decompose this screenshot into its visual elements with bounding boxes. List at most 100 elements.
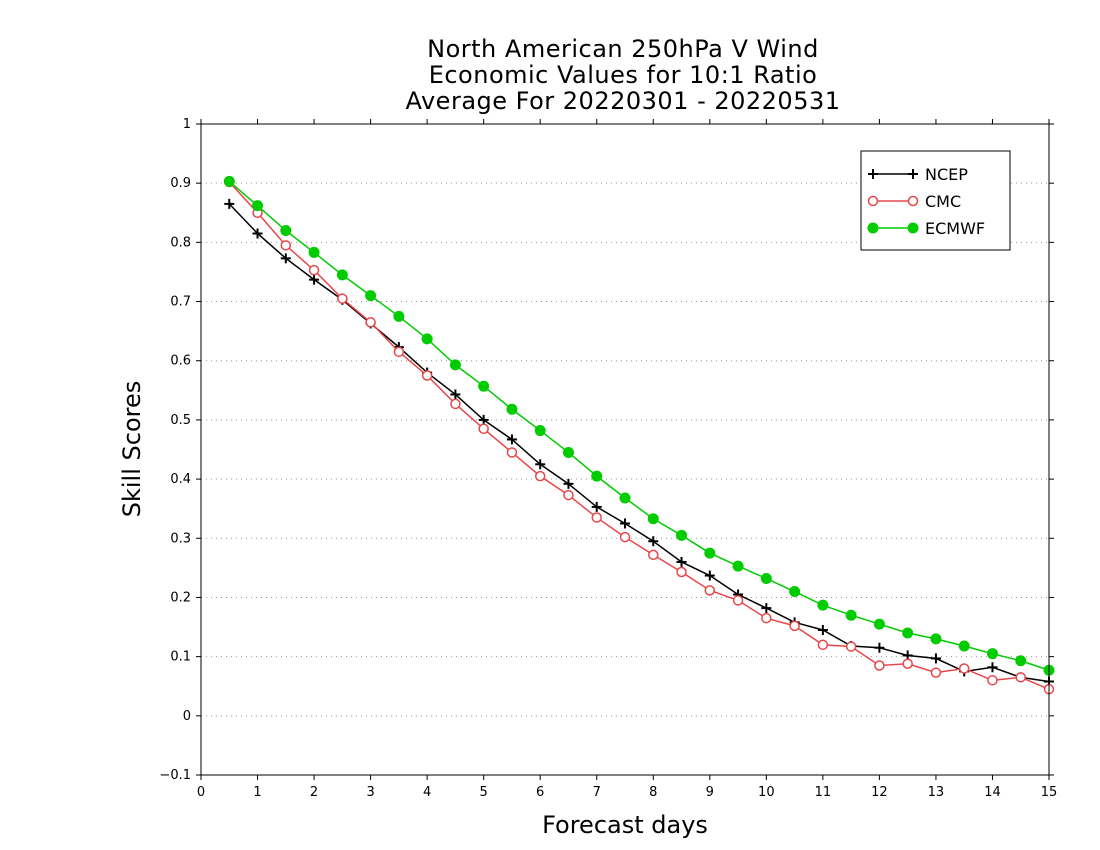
cmc-point [337, 293, 348, 304]
ncep-point [648, 536, 659, 547]
x-tick-label: 13 [928, 785, 945, 800]
y-tick-label: 1 [183, 117, 191, 132]
x-tick-label: 2 [310, 785, 318, 800]
x-tick-label: 11 [815, 785, 832, 800]
cmc-point [506, 447, 518, 458]
x-tick-label: 15 [1041, 785, 1058, 800]
x-tick-label: 0 [197, 785, 205, 800]
cmc-point [308, 264, 320, 276]
ecmwf-point [873, 618, 885, 630]
legend-label: NCEP [925, 165, 968, 184]
cmc-point [987, 675, 998, 686]
cmc-point [1015, 672, 1026, 683]
ecmwf-point [760, 573, 772, 585]
y-tick-label: 0.5 [170, 413, 191, 428]
y-tick-label: 0.4 [170, 472, 191, 487]
ecmwf-point [986, 648, 998, 660]
ncep-point [535, 459, 546, 470]
ncep-point [874, 642, 885, 653]
cmc-point [534, 470, 546, 482]
cmc-point [619, 531, 631, 543]
ecmwf-point [676, 529, 688, 541]
ecmwf-point [280, 225, 292, 237]
ecmwf-point [817, 599, 829, 611]
x-tick-label: 14 [984, 785, 1001, 800]
legend-item-ncep: NCEP [868, 165, 968, 184]
ecmwf-point [478, 380, 490, 392]
plot-frame [200, 123, 1050, 776]
cmc-point [930, 667, 942, 678]
legend-item-ecmwf: ECMWF [867, 219, 985, 238]
legend-item-cmc: CMC [867, 192, 961, 211]
y-tick-label: 0 [183, 709, 191, 724]
ecmwf-point [534, 425, 546, 437]
cmc-point [874, 660, 885, 671]
ecmwf-point [336, 269, 348, 281]
x-tick-label: 7 [593, 785, 601, 800]
cmc-point [732, 595, 744, 606]
ecmwf-point [506, 403, 518, 415]
cmc-line [228, 181, 1050, 690]
ecmwf-point [704, 547, 716, 559]
cmc-point [478, 423, 489, 435]
ecmwf-point [252, 200, 264, 212]
series-layer [223, 175, 1055, 695]
cmc-point [591, 512, 602, 523]
ncep-point [930, 653, 941, 664]
cmc-point [648, 549, 659, 561]
ecmwf-point [647, 513, 659, 525]
cmc-point [789, 620, 800, 632]
cmc-point [902, 658, 913, 669]
x-tick-label: 3 [366, 785, 374, 800]
x-tick-label: 6 [536, 785, 544, 800]
cmc-point [761, 612, 772, 624]
x-axis-ticks: 0 1 2 3 4 5 6 7 8 9 10 11 12 13 14 15 [197, 119, 1057, 800]
x-tick-label: 8 [649, 785, 657, 800]
ecmwf-point [591, 470, 603, 482]
ncep-point [478, 414, 489, 425]
cmc-point [421, 370, 433, 381]
legend: NCEP CMC ECMWF [860, 150, 1011, 251]
series-ecmwf [223, 175, 1055, 676]
x-tick-label: 4 [423, 785, 431, 800]
series-cmc [224, 176, 1055, 695]
ecmwf-point [308, 246, 320, 258]
ncep-point [591, 501, 602, 512]
ncep-point [817, 625, 828, 636]
y-tick-label: 0.3 [170, 531, 191, 546]
x-tick-label: 12 [871, 785, 888, 800]
y-tick-label: 0.1 [170, 650, 191, 665]
y-tick-label: 0.8 [170, 235, 191, 250]
ecmwf-point [421, 333, 433, 345]
cmc-point [958, 663, 970, 674]
ncep-line [228, 203, 1050, 683]
ncep-point [761, 603, 772, 614]
x-axis-title: Forecast days [542, 811, 708, 839]
legend-marker [908, 169, 918, 179]
cmc-point [563, 489, 574, 501]
y-tick-label: −0.1 [159, 768, 191, 783]
y-tick-label: 0.6 [170, 354, 191, 369]
ncep-point [252, 228, 263, 239]
ncep-point [280, 253, 291, 264]
legend-label: ECMWF [925, 219, 985, 238]
cmc-point [817, 639, 829, 651]
chart-title-line-2: Economic Values for 10:1 Ratio [428, 61, 818, 89]
ncep-point [620, 518, 630, 529]
legend-marker [867, 222, 879, 234]
ecmwf-point [365, 290, 377, 302]
ecmwf-point [845, 609, 857, 621]
cmc-point [704, 585, 716, 596]
x-tick-label: 5 [480, 785, 488, 800]
ecmwf-point [223, 175, 235, 187]
legend-label: CMC [925, 192, 961, 211]
legend-marker [907, 195, 919, 207]
chart-title-line-1: North American 250hPa V Wind [427, 35, 819, 63]
ncep-point [987, 662, 998, 673]
cmc-point [365, 317, 376, 328]
ncep-point [224, 198, 235, 209]
ecmwf-point [393, 310, 405, 322]
cmc-point [280, 240, 292, 251]
legend-marker [907, 222, 919, 234]
